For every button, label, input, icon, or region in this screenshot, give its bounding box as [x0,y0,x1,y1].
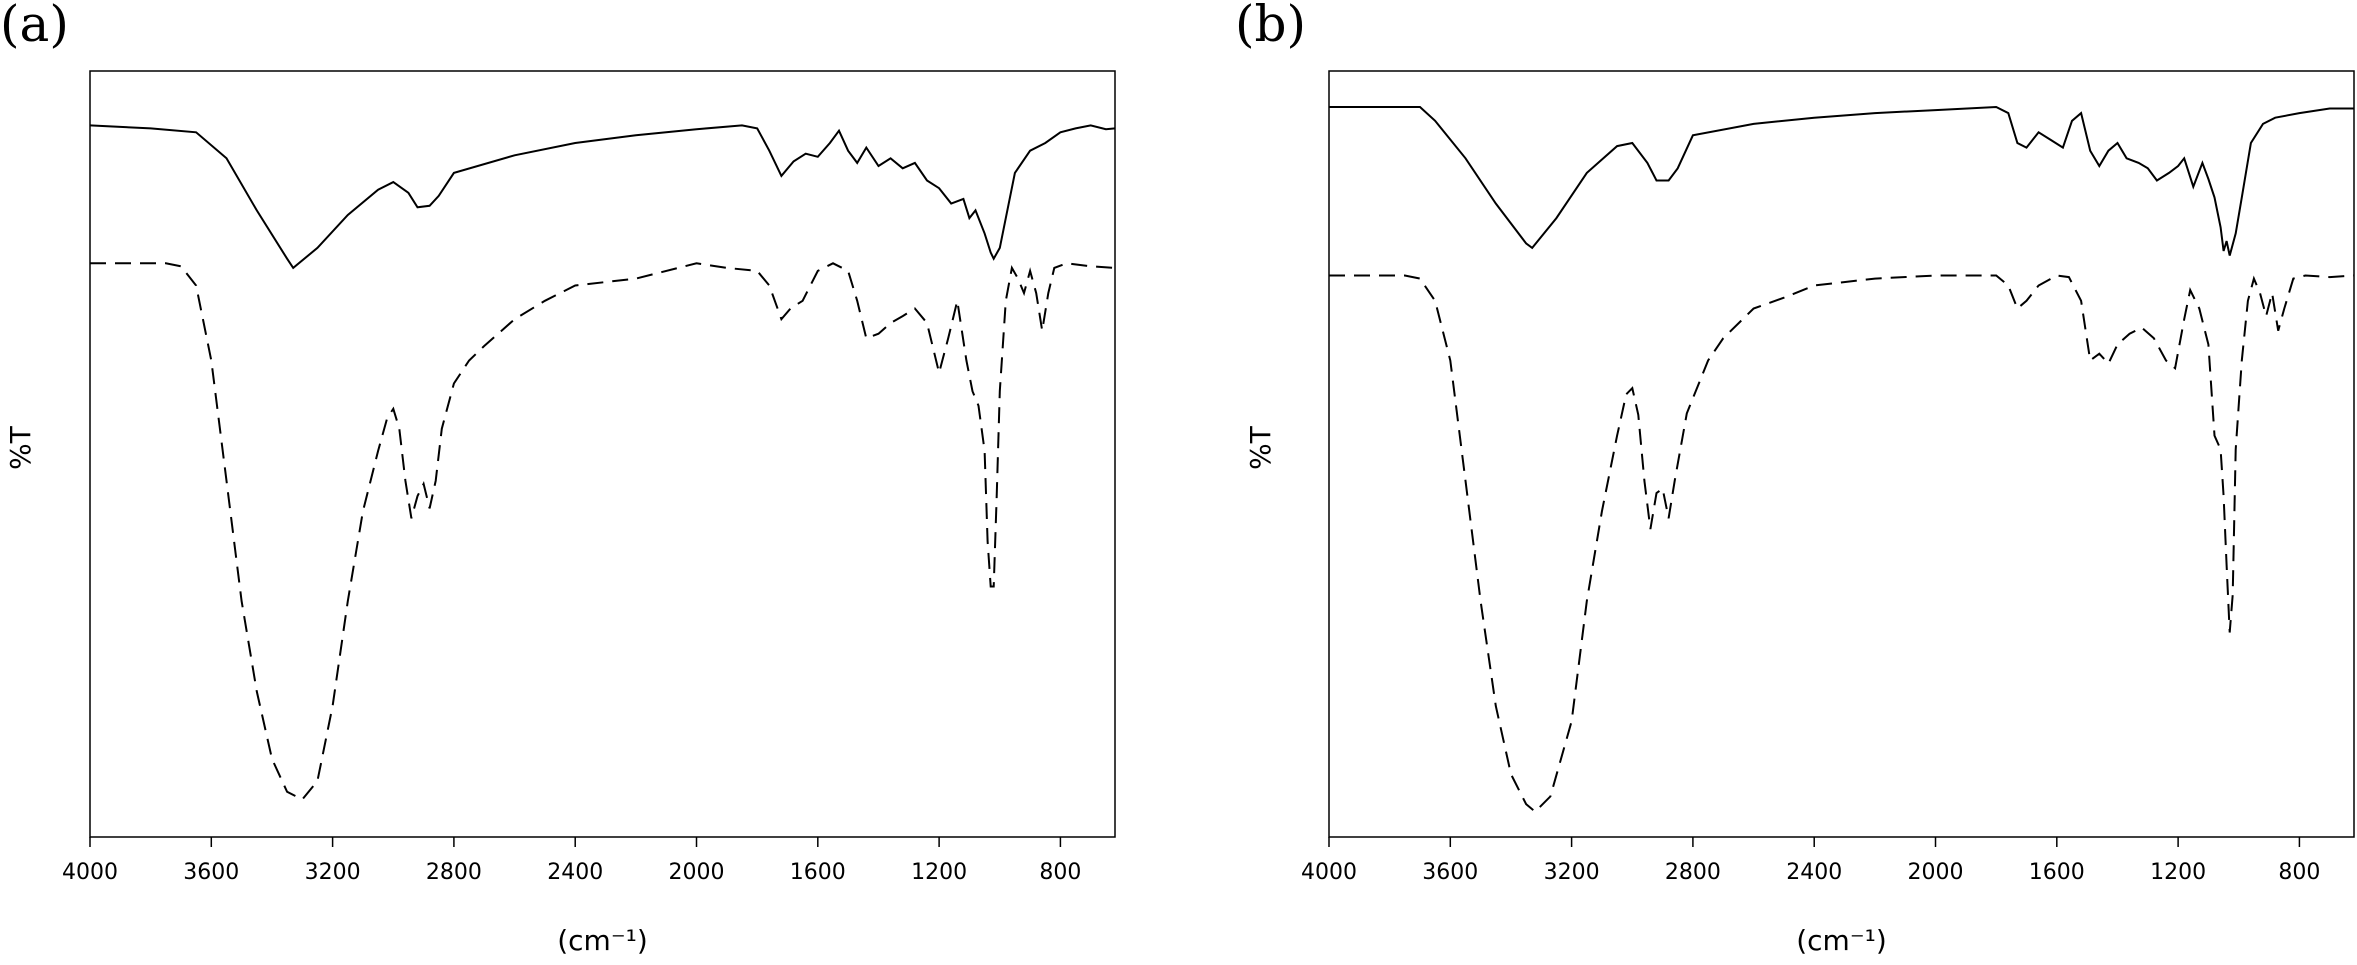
x-tick-label: 800 [1039,860,1081,885]
plot-frame [89,70,1116,838]
y-axis-label: %T [1244,425,1277,470]
x-tick-label: 3600 [183,860,239,885]
x-tick-label: 2000 [1908,860,1964,885]
x-tick-label: 1600 [790,860,846,885]
chart-title: (a) [0,0,69,53]
y-axis-label: %T [4,425,37,470]
x-tick-label: 3200 [305,860,361,885]
x-axis-label: (cm⁻¹) [557,924,648,957]
x-tick-label: 3600 [1422,860,1478,885]
x-tick-label: 1200 [2150,860,2206,885]
x-axis-label: (cm⁻¹) [1796,924,1887,957]
x-tick-label: 2400 [1786,860,1842,885]
plot-frame [1328,70,2355,838]
x-tick-label: 3200 [1544,860,1600,885]
x-tick-label: 1200 [911,860,967,885]
x-tick-label: 2800 [426,860,482,885]
spectrum-line [89,124,1116,270]
spectrum-line [1329,274,2355,814]
chart-panel: 4000 3600 3200 2800 2400 2000 1600 1200 800 (b) (c… [1235,0,2355,957]
chart-title: (b) [1235,0,1306,53]
spectrum-line [90,262,1116,801]
x-tick-label: 4000 [1301,860,1357,885]
x-tick-label: 2800 [1665,860,1721,885]
x-tick-label: 2000 [669,860,725,885]
x-tick-label: 2400 [547,860,603,885]
chart-panel: 4000 3600 3200 2800 2400 2000 1600 1200 800 (a) (c… [0,0,1116,957]
spectrum-line [1329,105,2354,256]
x-tick-label: 4000 [62,860,118,885]
x-tick-label: 800 [2278,860,2320,885]
x-tick-label: 1600 [2029,860,2085,885]
